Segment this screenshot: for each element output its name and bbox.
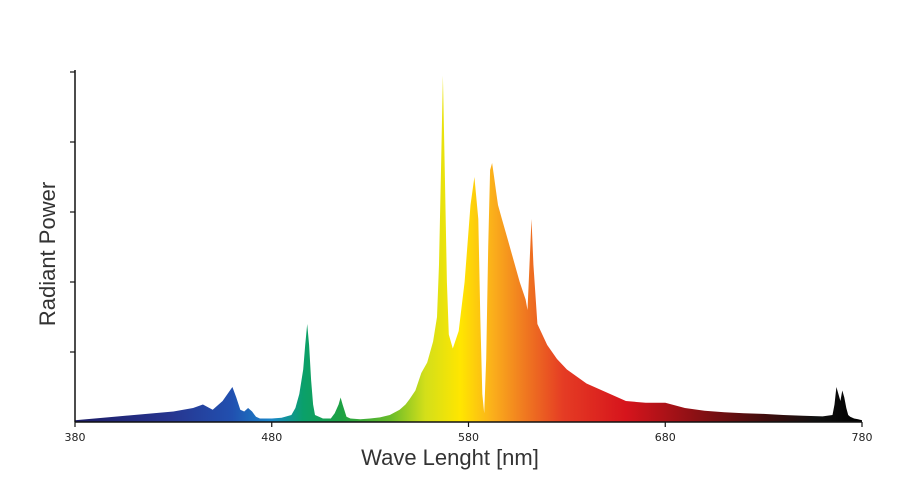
spectrum-area <box>75 75 862 422</box>
x-tick-label: 380 <box>65 431 86 444</box>
x-ticks: 380 480 580 680 780 <box>65 422 873 444</box>
x-tick-label: 480 <box>261 431 282 444</box>
x-tick-label: 780 <box>852 431 873 444</box>
x-tick-label: 580 <box>458 431 479 444</box>
x-tick-label: 680 <box>655 431 676 444</box>
y-ticks <box>70 71 75 353</box>
x-axis-title: Wave Lenght [nm] <box>361 445 539 470</box>
y-axis-title: Radiant Power <box>35 182 60 326</box>
